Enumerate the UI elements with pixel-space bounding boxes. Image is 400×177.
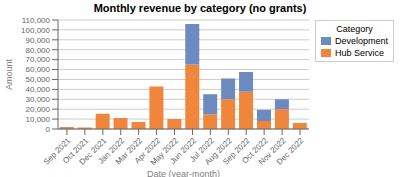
html-text:Development: Development [335,36,388,46]
svg-text:Nov 2022: Nov 2022 [256,136,288,167]
svg-text:40,000: 40,000 [26,85,51,94]
svg-text:Apr 2022: Apr 2022 [132,136,162,166]
svg-text:20,000: 20,000 [26,105,51,114]
svg-text:10,000: 10,000 [26,115,51,124]
svg-text:100,000: 100,000 [21,26,50,35]
html-text:Monthly revenue by category (n: Monthly revenue by category (no grants) [93,2,307,14]
svg-text:Oct 2022: Oct 2022 [240,136,270,166]
svg-text:110,000: 110,000 [22,16,51,25]
svg-text:90,000: 90,000 [26,36,51,45]
svg-text:Mar 2022: Mar 2022 [113,136,145,167]
svg-text:Jul 2022: Jul 2022 [188,136,216,164]
svg-text:80,000: 80,000 [26,46,51,55]
svg-text:Sep 2021: Sep 2021 [41,136,73,167]
svg-text:May 2022: May 2022 [148,136,180,168]
svg-text:70,000: 70,000 [26,55,51,64]
svg-text:Aug 2022: Aug 2022 [203,136,234,167]
svg-text:Amount: Amount [8,58,14,90]
svg-text:60,000: 60,000 [26,65,51,74]
svg-text:Dec 2021: Dec 2021 [77,136,109,167]
svg-text:50,000: 50,000 [26,75,51,84]
html-text:Hub Service: Hub Service [335,48,384,58]
svg-text:Jan 2022: Jan 2022 [96,136,127,166]
svg-text:Dec 2022: Dec 2022 [275,136,306,167]
svg-text:Sep 2022: Sep 2022 [221,136,252,167]
svg-text:Oct 2021: Oct 2021 [61,136,91,166]
html-text:Category: Category [336,24,373,34]
svg-text:30,000: 30,000 [26,95,51,104]
svg-text:0: 0 [46,125,51,134]
svg-text:Date (year-month): Date (year-month) [147,169,220,177]
svg-text:Jun 2022: Jun 2022 [168,136,198,166]
